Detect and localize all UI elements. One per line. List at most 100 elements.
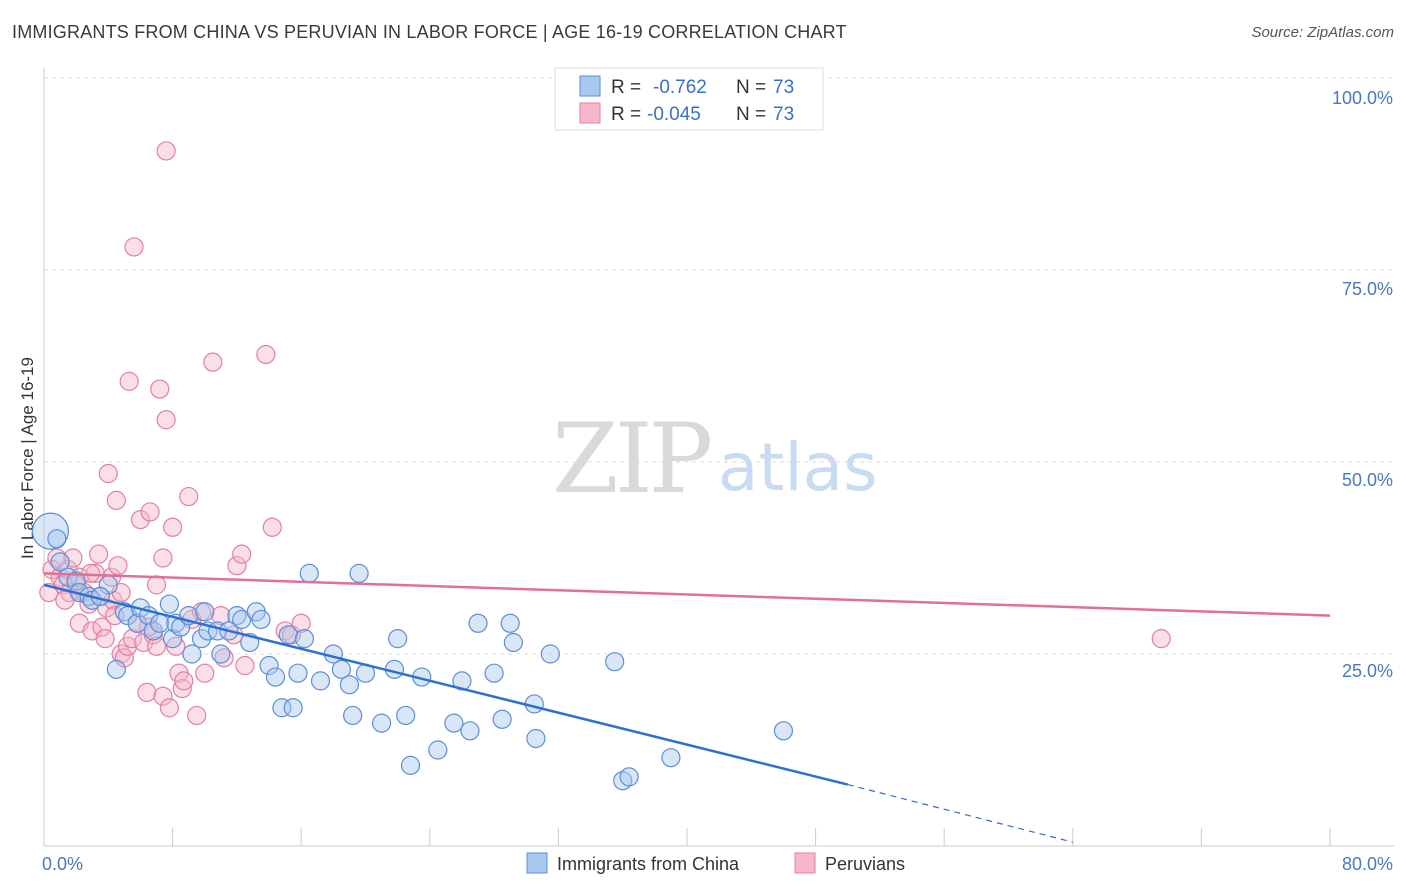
bottom-legend-label-china: Immigrants from China <box>557 854 740 874</box>
china-point <box>278 625 298 645</box>
peruvians-point <box>106 490 126 510</box>
peruvians-point <box>85 563 106 583</box>
china-point <box>349 563 369 583</box>
x-axis-ticks <box>43 828 1331 846</box>
y-tick-label-50: 50.0% <box>1342 470 1393 490</box>
peruvians-point <box>227 556 247 576</box>
peruvians-point <box>146 575 167 595</box>
legend-swatch-peru <box>579 102 601 124</box>
china-point <box>343 705 363 726</box>
china-point <box>106 659 126 679</box>
peruvians-trend-line <box>43 572 1331 617</box>
peruvians-point <box>114 648 134 668</box>
china-point <box>484 663 504 683</box>
peruvians-point <box>92 617 112 637</box>
china-point <box>251 609 271 630</box>
peruvians-point <box>174 671 194 691</box>
china-point <box>150 613 170 633</box>
peruvians-point <box>256 344 276 365</box>
chart-title: IMMIGRANTS FROM CHINA VS PERUVIAN IN LAB… <box>12 22 847 42</box>
y-tick-label-100: 100.0% <box>1332 88 1393 108</box>
watermark-atlas: atlas <box>718 429 878 506</box>
china-point <box>31 512 70 550</box>
peruvians-point <box>179 486 199 507</box>
china-trend-extension <box>847 783 1073 843</box>
peruvians-point <box>262 517 282 537</box>
china-series <box>31 512 794 791</box>
peruvians-point <box>211 605 231 626</box>
peruvians-point <box>89 544 109 564</box>
china-point <box>468 613 488 633</box>
peruvians-point <box>130 509 151 530</box>
china-point <box>283 698 303 718</box>
peruvians-point <box>232 544 252 564</box>
china-point <box>503 632 523 653</box>
bottom-legend-swatch-peru <box>794 852 816 874</box>
peruvians-point <box>137 682 157 703</box>
peruvians-point <box>195 663 215 683</box>
china-point <box>259 655 279 676</box>
peruvians-point <box>119 371 139 391</box>
y-axis-label: In Labor Force | Age 16-19 <box>18 357 37 559</box>
china-trend-line <box>43 583 849 786</box>
china-point <box>460 721 480 741</box>
legend-r-label-peru: R = <box>611 104 641 125</box>
peruvians-point <box>172 678 192 699</box>
china-point <box>605 652 625 672</box>
china-point <box>163 629 183 649</box>
series-legend: Immigrants from China Peruvians <box>526 852 905 874</box>
china-point <box>47 529 67 549</box>
peruvians-point <box>140 502 160 522</box>
china-point <box>540 644 560 664</box>
peruvians-point <box>101 567 122 587</box>
watermark-zip: ZIP <box>552 403 711 515</box>
peruvians-point <box>235 655 255 676</box>
china-point <box>50 552 70 572</box>
legend-n-label-peru: N = <box>736 104 766 125</box>
china-point <box>211 644 231 664</box>
peruvians-point <box>124 237 144 257</box>
china-point <box>371 713 392 733</box>
china-point <box>127 613 147 633</box>
legend-r-value-china: -0.762 <box>653 77 707 98</box>
peruvians-point <box>98 463 118 484</box>
china-point <box>400 755 421 775</box>
legend-n-value-peru: 73 <box>773 104 794 125</box>
china-point <box>265 667 286 687</box>
peruvians-point <box>159 698 179 718</box>
trend-lines <box>43 572 1331 843</box>
legend-r-label-china: R = <box>611 77 641 98</box>
china-point <box>396 705 416 726</box>
peruvians-point <box>203 352 223 372</box>
china-point <box>339 675 360 695</box>
peruvians-point <box>291 613 311 633</box>
china-point <box>428 740 448 760</box>
china-point <box>195 602 215 622</box>
bottom-legend-label-peru: Peruvians <box>825 854 905 874</box>
peruvians-point <box>163 517 183 537</box>
china-point <box>294 629 315 649</box>
peruvians-point <box>153 686 173 706</box>
china-point <box>619 767 639 787</box>
legend-n-value-china: 73 <box>773 77 794 98</box>
china-point <box>288 663 308 683</box>
legend-r-value-peru: -0.045 <box>647 104 701 125</box>
peruvians-point <box>156 410 176 430</box>
china-point <box>182 644 202 664</box>
peruvians-point <box>146 636 167 656</box>
china-point <box>143 621 163 641</box>
china-point <box>661 748 681 768</box>
china-point <box>492 709 512 729</box>
china-point <box>272 698 292 718</box>
china-point <box>500 613 520 633</box>
china-point <box>310 671 331 691</box>
china-point <box>191 629 212 649</box>
china-point <box>331 659 351 679</box>
gridlines <box>44 77 1394 655</box>
peruvians-point <box>150 379 170 399</box>
peruvians-point <box>63 548 83 568</box>
legend-n-label-china: N = <box>736 77 766 98</box>
watermark: ZIP atlas <box>552 403 878 515</box>
peruvians-point <box>153 548 173 568</box>
